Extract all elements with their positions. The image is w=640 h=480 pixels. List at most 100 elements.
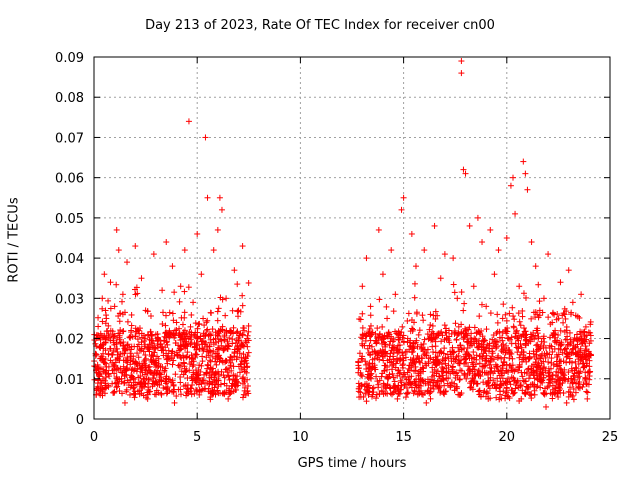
data-point bbox=[209, 379, 216, 386]
data-point bbox=[465, 367, 472, 374]
data-point bbox=[456, 376, 463, 383]
data-point bbox=[207, 396, 214, 403]
data-point bbox=[545, 251, 552, 258]
data-point bbox=[506, 310, 513, 317]
data-point bbox=[384, 381, 391, 388]
data-point bbox=[207, 364, 214, 371]
data-point bbox=[138, 330, 145, 337]
data-point bbox=[491, 338, 498, 345]
data-point bbox=[203, 327, 210, 334]
data-point bbox=[148, 332, 155, 339]
data-point bbox=[522, 378, 529, 385]
data-point bbox=[514, 349, 521, 356]
data-point bbox=[578, 340, 585, 347]
data-point bbox=[245, 328, 252, 335]
data-point bbox=[162, 365, 169, 372]
data-point bbox=[428, 335, 435, 342]
data-point bbox=[142, 355, 149, 362]
data-point bbox=[579, 339, 586, 346]
data-point bbox=[509, 362, 516, 369]
data-point bbox=[100, 350, 107, 357]
data-point bbox=[231, 267, 238, 274]
data-point bbox=[181, 247, 188, 254]
data-point bbox=[378, 388, 385, 395]
data-point bbox=[473, 380, 480, 387]
data-point bbox=[429, 336, 436, 343]
data-point bbox=[173, 319, 180, 326]
data-point bbox=[488, 353, 495, 360]
data-point bbox=[142, 367, 149, 374]
data-point bbox=[383, 366, 390, 373]
data-point bbox=[97, 330, 104, 337]
data-point bbox=[136, 391, 143, 398]
data-point bbox=[502, 311, 509, 318]
data-point bbox=[172, 371, 179, 378]
data-point bbox=[498, 347, 505, 354]
data-point bbox=[102, 320, 109, 327]
data-point bbox=[557, 389, 564, 396]
data-point bbox=[583, 380, 590, 387]
data-point bbox=[169, 377, 176, 384]
data-point bbox=[95, 314, 102, 321]
data-point bbox=[423, 350, 430, 357]
data-point bbox=[359, 324, 366, 331]
data-point bbox=[525, 375, 532, 382]
data-point bbox=[482, 355, 489, 362]
data-point bbox=[217, 336, 224, 343]
data-point bbox=[377, 348, 384, 355]
data-point bbox=[373, 338, 380, 345]
data-point bbox=[209, 326, 216, 333]
data-point bbox=[518, 395, 525, 402]
data-point bbox=[438, 338, 445, 345]
data-point bbox=[188, 391, 195, 398]
data-point bbox=[460, 166, 467, 173]
data-point bbox=[561, 372, 568, 379]
data-point bbox=[575, 383, 582, 390]
data-point bbox=[224, 338, 231, 345]
data-point bbox=[409, 327, 416, 334]
data-point bbox=[585, 348, 592, 355]
data-point bbox=[557, 279, 564, 286]
data-point bbox=[420, 365, 427, 372]
data-point bbox=[582, 323, 589, 330]
data-point bbox=[362, 337, 369, 344]
data-point bbox=[379, 370, 386, 377]
data-point bbox=[504, 325, 511, 332]
data-point bbox=[170, 317, 177, 324]
data-point bbox=[193, 346, 200, 353]
data-point bbox=[530, 348, 537, 355]
data-point bbox=[368, 331, 375, 338]
data-point bbox=[135, 354, 142, 361]
data-point bbox=[165, 347, 172, 354]
data-point bbox=[500, 388, 507, 395]
data-point bbox=[437, 275, 444, 282]
data-point bbox=[540, 295, 547, 302]
y-tick-label: 0.08 bbox=[55, 91, 84, 106]
data-point bbox=[203, 319, 210, 326]
data-point bbox=[424, 346, 431, 353]
data-point bbox=[239, 331, 246, 338]
data-point bbox=[109, 367, 116, 374]
data-point bbox=[102, 307, 109, 314]
data-point bbox=[554, 311, 561, 318]
data-point bbox=[471, 335, 478, 342]
data-point bbox=[511, 316, 518, 323]
data-point bbox=[379, 271, 386, 278]
data-point bbox=[373, 373, 380, 380]
y-tick-label: 0 bbox=[76, 413, 84, 428]
data-point bbox=[215, 332, 222, 339]
data-point bbox=[106, 373, 113, 380]
data-point bbox=[97, 336, 104, 343]
data-point bbox=[102, 347, 109, 354]
data-point bbox=[219, 390, 226, 397]
data-point bbox=[188, 385, 195, 392]
data-point bbox=[369, 360, 376, 367]
data-point bbox=[410, 360, 417, 367]
data-point bbox=[545, 383, 552, 390]
data-point bbox=[124, 377, 131, 384]
data-point bbox=[131, 286, 138, 293]
data-point bbox=[103, 367, 110, 374]
data-point bbox=[400, 338, 407, 345]
data-point bbox=[193, 374, 200, 381]
data-point bbox=[464, 339, 471, 346]
